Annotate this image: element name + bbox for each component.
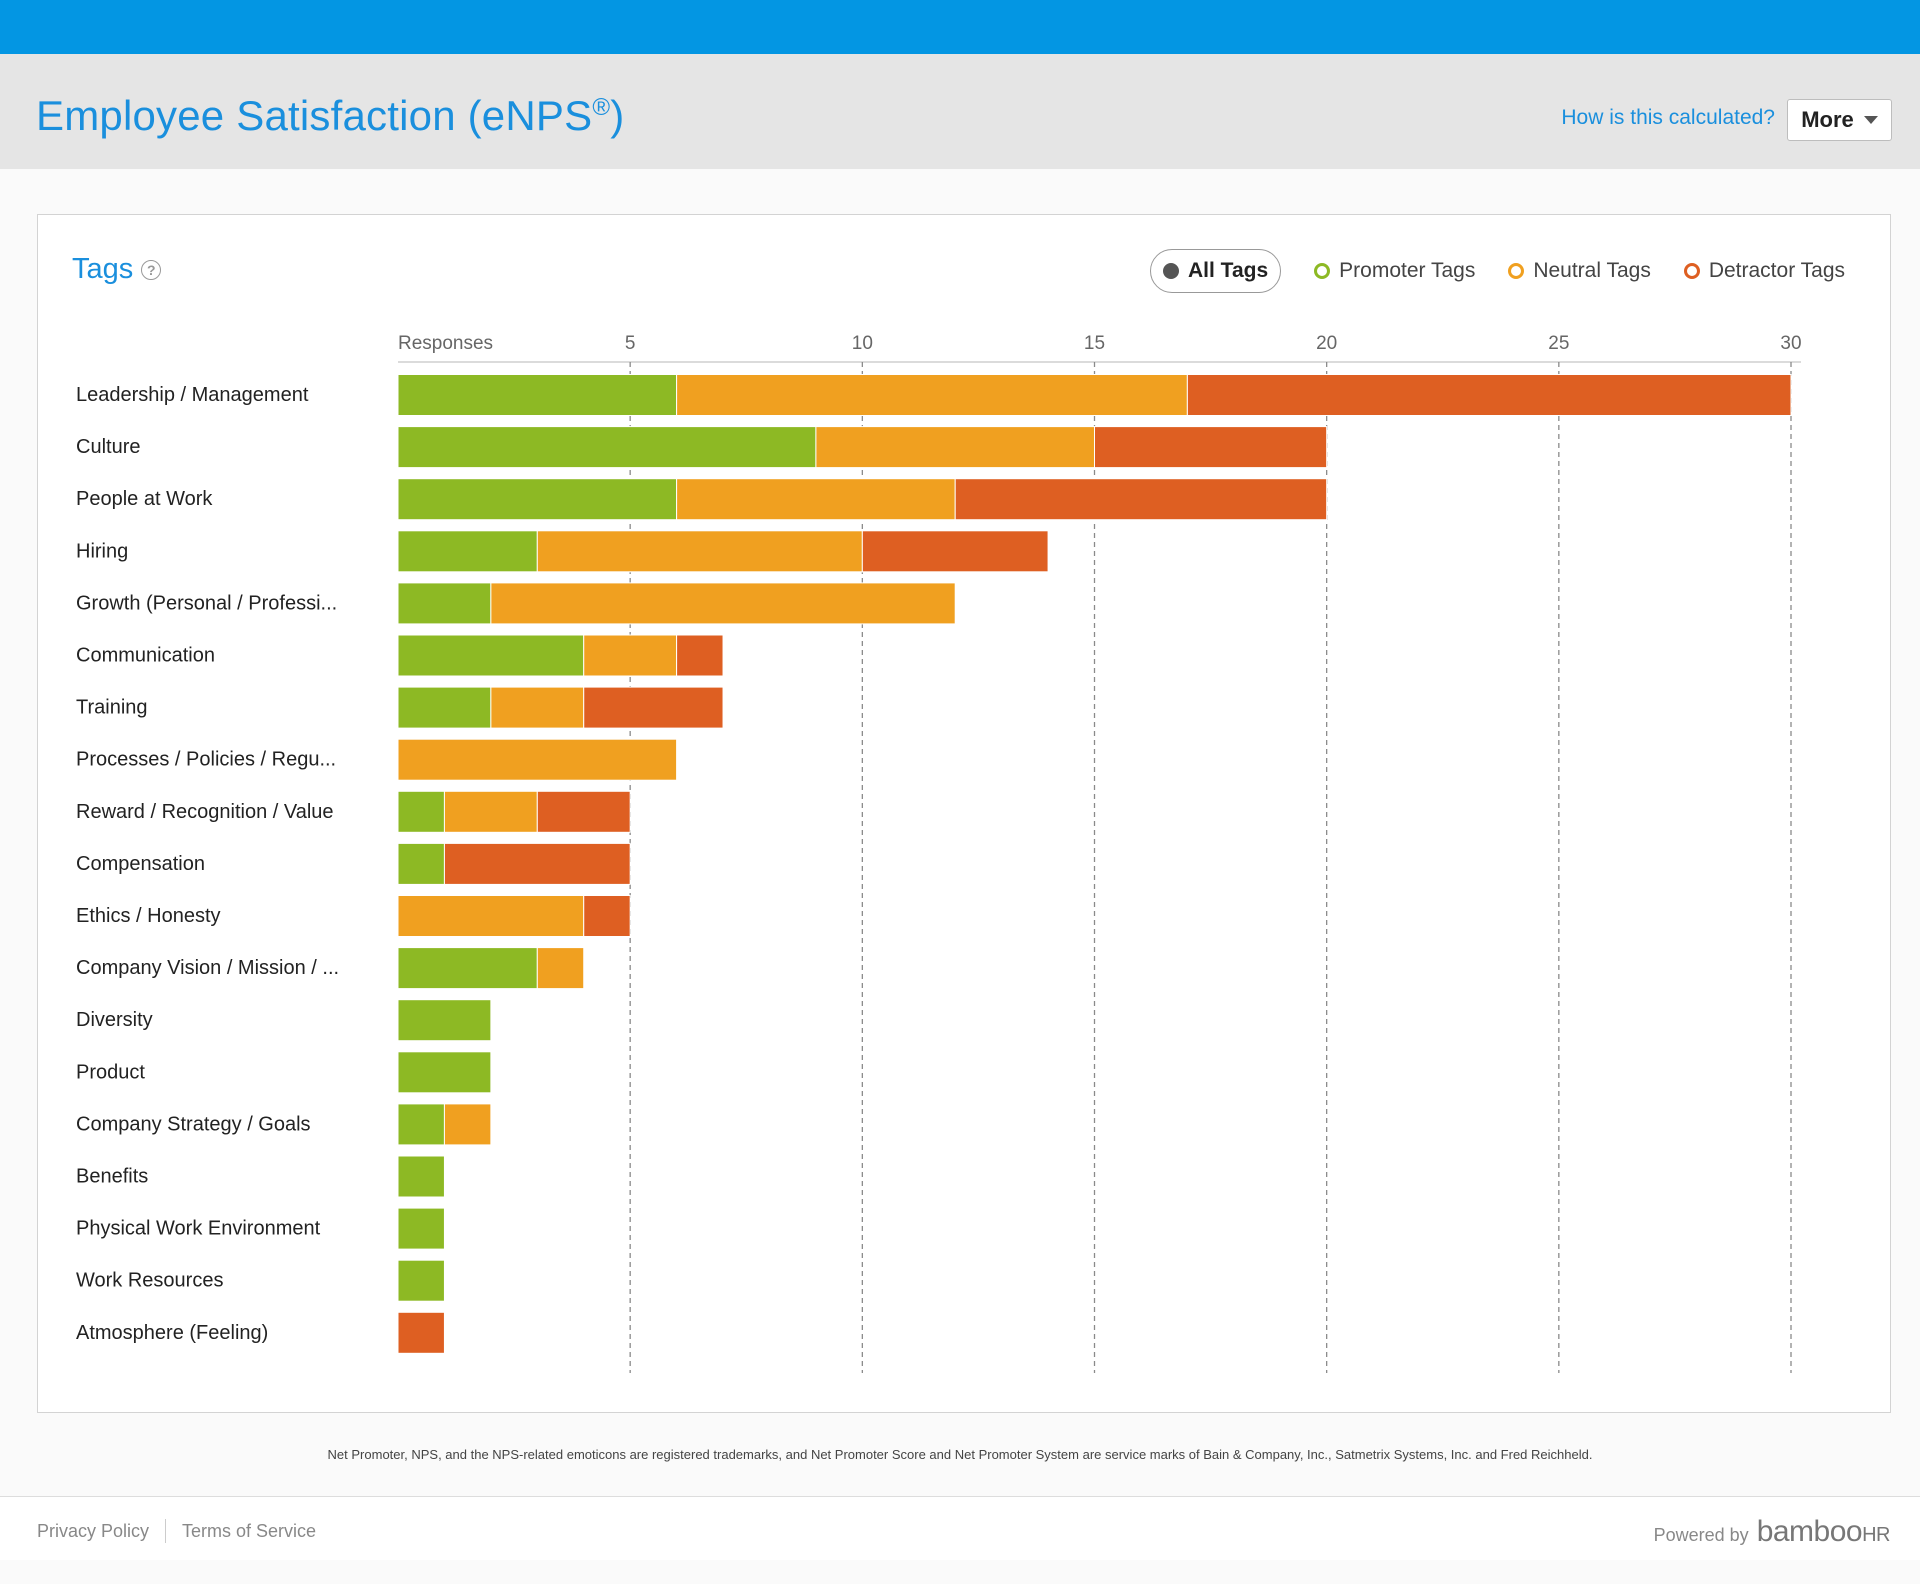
- bar-segment-promoter-tags: [397, 374, 678, 416]
- help-icon[interactable]: ?: [141, 259, 162, 280]
- bar-segment-promoter-tags: [397, 1207, 445, 1250]
- footer-divider: [165, 1519, 167, 1543]
- bar-segment-promoter-tags: [397, 1103, 445, 1146]
- powered-by: Powered by bambooHR: [1653, 1515, 1891, 1549]
- bar-segment-neutral-tags: [536, 530, 863, 573]
- bar-segment-detractor-tags: [583, 686, 724, 729]
- trademark-disclaimer: Net Promoter, NPS, and the NPS-related e…: [327, 1447, 1593, 1462]
- registered-mark: ®: [592, 94, 611, 121]
- category-label: Company Vision / Mission / ...: [76, 957, 339, 979]
- category-label: Reward / Recognition / Value: [76, 801, 334, 823]
- bar-segment-promoter-tags: [397, 530, 538, 573]
- bar-segment-promoter-tags: [397, 790, 445, 833]
- bar-segment-detractor-tags: [443, 842, 631, 885]
- bar-segment-promoter-tags: [397, 582, 492, 625]
- bar-segment-promoter-tags: [397, 634, 585, 677]
- tags-bar-chart: Responses 5 10 15 20 25 30 Leadership / Managem…: [76, 333, 1802, 1373]
- bar-segment-promoter-tags: [397, 1259, 445, 1302]
- category-label: Communication: [76, 645, 215, 667]
- category-label: Physical Work Environment: [76, 1218, 321, 1240]
- promoter-ring-icon: [1314, 263, 1331, 279]
- bamboohr-logo: bambooHR: [1756, 1515, 1891, 1548]
- detractor-ring-icon: [1683, 263, 1700, 279]
- bar-segment-neutral-tags: [676, 478, 956, 521]
- bar-segment-detractor-tags: [397, 1311, 445, 1354]
- x-tick-label: 30: [1780, 333, 1801, 354]
- bar-segment-neutral-tags: [443, 790, 538, 833]
- bar-segment-detractor-tags: [1094, 426, 1328, 469]
- caret-down-icon: [1863, 116, 1878, 124]
- chart-legend: All Tags Promoter Tags Neutral Tags Detr…: [1150, 249, 1845, 293]
- category-label: Benefits: [76, 1166, 148, 1188]
- neutral-ring-icon: [1508, 263, 1525, 279]
- bar-segment-neutral-tags: [583, 634, 678, 677]
- legend-label: Detractor Tags: [1708, 259, 1845, 282]
- legend-label: All Tags: [1188, 259, 1269, 282]
- bar-segment-detractor-tags: [536, 790, 631, 833]
- page-title: Employee Satisfaction (eNPS®): [36, 92, 625, 139]
- category-label: Training: [76, 697, 148, 719]
- tags-title: Tags ?: [72, 253, 162, 286]
- top-brand-bar: [0, 0, 1920, 54]
- legend-detractor-tags[interactable]: Detractor Tags: [1683, 259, 1845, 283]
- bar-segment-promoter-tags: [397, 686, 492, 729]
- x-tick-label: 25: [1548, 333, 1569, 354]
- category-label: Culture: [76, 436, 140, 458]
- bar-segment-detractor-tags: [676, 634, 724, 677]
- terms-of-service-link[interactable]: Terms of Service: [182, 1520, 317, 1541]
- category-label: Diversity: [76, 1009, 153, 1031]
- bar-segment-neutral-tags: [397, 895, 585, 937]
- tags-title-label: Tags: [72, 253, 134, 285]
- bar-segment-neutral-tags: [536, 947, 585, 990]
- powered-by-label: Powered by: [1653, 1525, 1749, 1545]
- legend-all-tags[interactable]: All Tags: [1150, 249, 1282, 293]
- legend-label: Neutral Tags: [1533, 259, 1651, 282]
- how-calculated-link[interactable]: How is this calculated?: [1561, 106, 1775, 129]
- page-footer: Privacy Policy Terms of Service Powered …: [0, 1496, 1920, 1560]
- category-label: Compensation: [76, 853, 205, 875]
- bar-segment-neutral-tags: [490, 582, 956, 625]
- x-tick-label: 20: [1316, 333, 1337, 354]
- x-tick-label: 5: [625, 333, 636, 354]
- category-label: Work Resources: [76, 1270, 223, 1292]
- category-label: Company Strategy / Goals: [76, 1113, 311, 1135]
- bar-segment-detractor-tags: [583, 895, 631, 937]
- bar-segment-neutral-tags: [490, 686, 585, 729]
- category-label: Ethics / Honesty: [76, 905, 221, 927]
- x-tick-label: 10: [852, 333, 873, 354]
- category-label: Leadership / Management: [76, 384, 309, 406]
- bar-segment-promoter-tags: [397, 947, 538, 990]
- category-label: Product: [76, 1061, 145, 1083]
- category-label: People at Work: [76, 488, 213, 510]
- bar-segment-promoter-tags: [397, 999, 492, 1042]
- privacy-policy-link[interactable]: Privacy Policy: [37, 1520, 150, 1541]
- more-dropdown-button[interactable]: More: [1787, 99, 1892, 141]
- category-label: Processes / Policies / Regu...: [76, 749, 336, 771]
- bar-segment-promoter-tags: [397, 426, 817, 469]
- bar-segment-promoter-tags: [397, 842, 445, 885]
- bar-segment-neutral-tags: [815, 426, 1096, 469]
- bar-segment-detractor-tags: [861, 530, 1049, 573]
- legend-neutral-tags[interactable]: Neutral Tags: [1508, 259, 1651, 283]
- more-button-label: More: [1801, 107, 1854, 132]
- category-label: Growth (Personal / Professi...: [76, 592, 337, 614]
- tags-card: Tags ? All Tags Promoter Tags Neutral Ta…: [37, 214, 1891, 1413]
- x-tick-label: 15: [1084, 333, 1105, 354]
- bar-segment-detractor-tags: [954, 478, 1328, 521]
- bar-segment-promoter-tags: [397, 1051, 492, 1094]
- legend-promoter-tags[interactable]: Promoter Tags: [1314, 259, 1475, 283]
- category-label: Atmosphere (Feeling): [76, 1322, 268, 1344]
- bar-segment-neutral-tags: [676, 374, 1188, 416]
- bar-segment-detractor-tags: [1186, 374, 1792, 416]
- legend-label: Promoter Tags: [1339, 259, 1476, 282]
- bar-segment-promoter-tags: [397, 1155, 445, 1198]
- filled-dot-icon: [1163, 263, 1180, 279]
- x-axis-title: Responses: [398, 333, 493, 354]
- bar-segment-promoter-tags: [397, 478, 678, 521]
- bar-segment-neutral-tags: [397, 738, 678, 781]
- page-header: Employee Satisfaction (eNPS®) How is thi…: [0, 54, 1920, 169]
- bar-segment-neutral-tags: [443, 1103, 492, 1146]
- category-label: Hiring: [76, 540, 128, 562]
